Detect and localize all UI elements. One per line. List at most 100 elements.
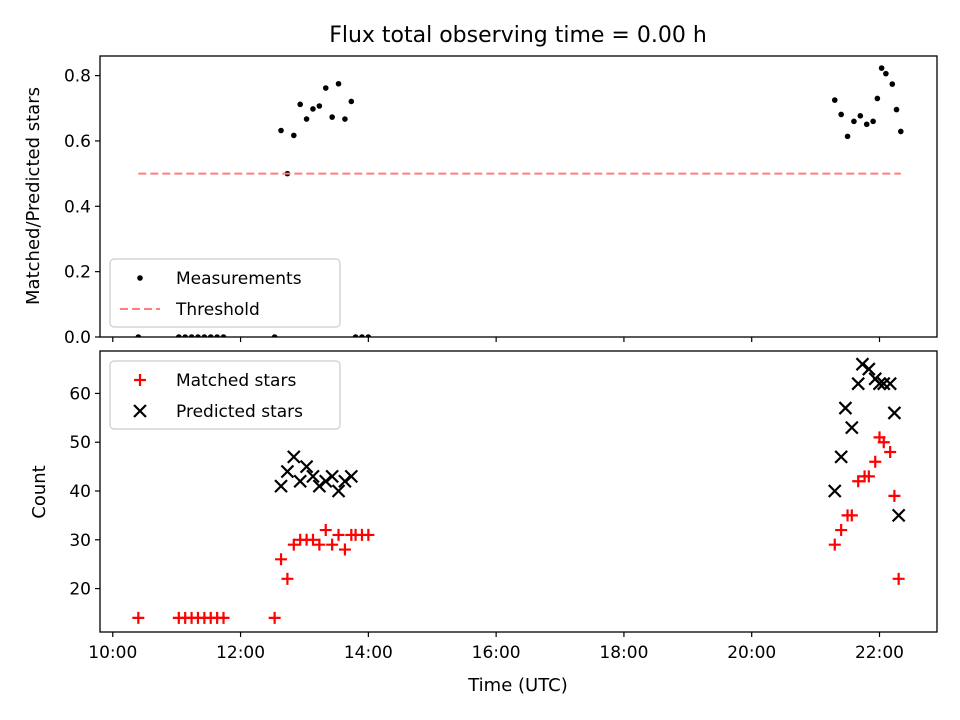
predicted-stars-point-12 <box>827 484 842 498</box>
matched-stars-point-25 <box>828 538 841 551</box>
measurements-legend-label: Measurements <box>176 269 302 289</box>
top-y-tick-label-0: 0.0 <box>64 328 91 348</box>
matched-stars-point-15 <box>306 533 319 546</box>
measurements-point-27 <box>844 133 851 140</box>
threshold-legend-label: Threshold <box>175 300 260 320</box>
measurements-point-10 <box>278 127 284 134</box>
measurements-point-25 <box>831 97 838 103</box>
x-tick-label-1: 12:00 <box>216 643 265 663</box>
bottom-plot-marks <box>132 357 906 624</box>
predicted-stars-point-18 <box>862 362 876 376</box>
predicted-stars-point-8 <box>325 469 339 484</box>
matched-stars-legend-label: Matched stars <box>176 371 296 391</box>
measurements-point-5 <box>201 334 208 337</box>
matched-stars-point-8 <box>217 611 230 624</box>
measurements-point-17 <box>322 85 329 91</box>
predicted-stars-point-16 <box>851 376 865 391</box>
predicted-stars-point-3 <box>293 474 307 489</box>
measurements-point-33 <box>878 65 885 71</box>
bottom-y-tick-label-1: 30 <box>69 531 91 551</box>
bottom-y-tick-label-3: 50 <box>69 433 91 453</box>
matched-stars-point-26 <box>835 524 848 537</box>
x-tick-label-6: 22:00 <box>855 643 904 663</box>
matched-stars-point-28 <box>845 509 858 522</box>
x-tick-label-0: 10:00 <box>88 643 137 663</box>
chart-title: Flux total observing time = 0.00 h <box>329 23 707 48</box>
predicted-stars-point-9 <box>331 484 346 498</box>
predicted-stars-point-23 <box>887 406 902 420</box>
predicted-stars-point-1 <box>280 464 295 479</box>
predicted-stars-point-5 <box>306 469 320 484</box>
matched-stars-legend-marker <box>134 374 146 386</box>
predicted-stars-point-15 <box>845 420 859 435</box>
bottom-y-tick-label-4: 60 <box>69 384 91 404</box>
measurements-point-20 <box>342 116 348 122</box>
matched-stars-point-29 <box>852 475 865 488</box>
measurements-point-30 <box>863 121 870 128</box>
measurements-point-37 <box>897 128 904 135</box>
matched-stars-point-12 <box>287 538 300 551</box>
measurements-point-2 <box>182 334 188 337</box>
top-plot-marks <box>135 65 904 337</box>
bottom-y-tick-label-2: 40 <box>69 482 91 502</box>
matched-stars-point-17 <box>319 524 332 537</box>
matched-stars-point-37 <box>892 572 905 585</box>
matched-stars-point-9 <box>268 611 281 624</box>
predicted-stars-point-20 <box>872 376 887 391</box>
measurements-point-23 <box>359 334 365 337</box>
measurements-point-15 <box>310 106 316 112</box>
bottom-axes: 20 30 40 50 60 10:00 12:00 14:00 16:00 18:00 20:00… <box>69 350 938 663</box>
top-legend: Measurements Threshold <box>109 258 341 328</box>
matched-stars-point-31 <box>862 470 875 483</box>
matched-stars-point-10 <box>275 553 288 566</box>
predicted-stars-point-22 <box>883 376 897 391</box>
x-tick-label-4: 18:00 <box>599 643 648 663</box>
measurements-point-16 <box>316 103 323 109</box>
measurements-point-24 <box>365 334 372 337</box>
matched-stars-point-16 <box>313 538 326 551</box>
top-axes: 0.0 0.2 0.4 0.6 0.8 <box>64 55 938 348</box>
measurements-legend-marker <box>137 275 143 281</box>
measurements-point-6 <box>207 334 214 337</box>
predicted-stars-point-14 <box>838 401 853 415</box>
matched-stars-point-11 <box>281 572 294 585</box>
measurements-point-8 <box>220 334 227 337</box>
measurements-point-35 <box>889 81 896 87</box>
bottom-legend: Matched stars Predicted stars <box>109 360 341 430</box>
measurements-point-36 <box>893 106 900 113</box>
top-legend-box <box>109 258 341 328</box>
predicted-stars-point-11 <box>344 469 359 484</box>
measurements-point-9 <box>271 334 278 337</box>
measurements-point-22 <box>352 334 359 337</box>
measurements-point-7 <box>214 334 220 337</box>
predicted-stars-point-2 <box>287 450 301 464</box>
top-panel: Matched/Predicted stars 0.00.20.40.60.8 … <box>23 55 938 348</box>
matched-stars-point-18 <box>326 538 339 551</box>
predicted-stars-legend-label: Predicted stars <box>176 402 303 422</box>
matched-stars-point-20 <box>338 543 351 556</box>
measurements-point-32 <box>874 95 881 102</box>
top-axes-frame <box>99 55 938 338</box>
bottom-y-axis-label: Count <box>29 465 50 518</box>
top-y-tick-label-1: 0.2 <box>64 263 91 283</box>
top-y-tick-label-3: 0.6 <box>64 132 91 152</box>
matched-stars-point-24 <box>362 528 375 541</box>
measurements-point-29 <box>857 112 864 119</box>
measurements-point-18 <box>329 114 335 120</box>
x-tick-label-2: 14:00 <box>344 643 393 663</box>
measurements-point-4 <box>195 334 201 337</box>
measurements-point-1 <box>176 334 182 337</box>
x-tick-label-3: 16:00 <box>472 643 521 663</box>
measurements-point-19 <box>335 80 342 87</box>
x-tick-label-5: 20:00 <box>727 643 776 663</box>
matched-stars-point-35 <box>884 445 897 458</box>
measurements-point-21 <box>348 98 355 105</box>
matched-stars-point-32 <box>869 455 882 468</box>
matched-stars-point-34 <box>877 436 890 449</box>
measurements-point-28 <box>851 118 857 125</box>
top-y-tick-label-2: 0.4 <box>64 197 91 217</box>
predicted-stars-point-24 <box>891 508 906 523</box>
predicted-stars-point-4 <box>299 459 314 474</box>
